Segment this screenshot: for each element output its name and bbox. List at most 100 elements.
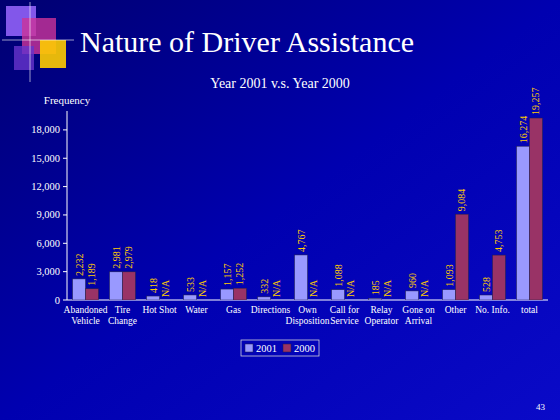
page-number: 43 bbox=[536, 402, 546, 412]
x-tick-label-line: total bbox=[521, 305, 538, 315]
x-tick-label-line: No. Info. bbox=[475, 305, 510, 315]
data-label: N/A bbox=[308, 279, 319, 297]
axes: 03,0006,0009,00012,00015,00018,000 bbox=[31, 111, 548, 306]
data-label: N/A bbox=[345, 279, 356, 297]
y-tick bbox=[63, 129, 67, 130]
bar bbox=[295, 255, 308, 300]
y-tick bbox=[63, 300, 67, 301]
x-tick-label-line: Relay bbox=[370, 305, 392, 315]
y-tick bbox=[63, 214, 67, 215]
bar bbox=[456, 214, 469, 300]
bar bbox=[517, 146, 530, 300]
data-label: 960 bbox=[407, 273, 418, 288]
bar bbox=[147, 296, 160, 300]
data-label: 19,257 bbox=[530, 88, 541, 116]
x-tick-label-line: Service bbox=[330, 316, 359, 326]
data-label: N/A bbox=[382, 279, 393, 297]
y-tick bbox=[63, 271, 67, 272]
legend-label: 2000 bbox=[294, 343, 315, 354]
x-tick-label: AbandonedVehicle bbox=[64, 305, 108, 326]
background bbox=[0, 0, 560, 420]
bar bbox=[493, 255, 506, 300]
y-tick bbox=[63, 158, 67, 159]
data-label: 1,252 bbox=[234, 263, 245, 286]
x-tick-label-line: Gone on bbox=[402, 305, 435, 315]
y-axis-line bbox=[67, 111, 68, 300]
bar bbox=[406, 291, 419, 300]
x-tick-label-line: Change bbox=[108, 316, 137, 326]
y-tick bbox=[63, 186, 67, 187]
y-tick-label: 6,000 bbox=[36, 238, 60, 249]
deco-line bbox=[2, 40, 74, 41]
x-tick-label: TireChange bbox=[108, 305, 137, 326]
chart-title: Year 2001 v.s. Year 2000 bbox=[210, 76, 350, 91]
data-label: 418 bbox=[148, 278, 159, 293]
data-label: N/A bbox=[271, 279, 282, 297]
slide-title: Nature of Driver Assistance bbox=[80, 25, 414, 58]
x-tick-label-line: Gas bbox=[226, 305, 241, 315]
legend-frame bbox=[241, 340, 319, 356]
bar bbox=[221, 289, 234, 300]
x-tick-label-line: Arrival bbox=[405, 316, 433, 326]
x-tick-label: Hot Shot bbox=[142, 305, 176, 315]
bar bbox=[258, 297, 271, 300]
x-tick-label-line: Call for bbox=[330, 305, 360, 315]
data-label: 1,093 bbox=[444, 264, 455, 287]
data-label: N/A bbox=[419, 279, 430, 297]
data-label: 1,189 bbox=[86, 263, 97, 286]
data-label: 528 bbox=[481, 277, 492, 292]
decoration bbox=[2, 2, 74, 82]
x-tick-label: OwnDisposition bbox=[286, 305, 330, 326]
x-tick-label: Call forService bbox=[330, 305, 360, 326]
data-label: 4,767 bbox=[296, 229, 307, 252]
y-axis-title: Frequency bbox=[44, 94, 91, 106]
legend-label: 2001 bbox=[256, 343, 277, 354]
y-tick bbox=[63, 243, 67, 244]
x-tick-label-line: Own bbox=[298, 305, 317, 315]
x-tick-label: RelayOperator bbox=[365, 305, 400, 326]
deco-square bbox=[40, 40, 66, 68]
bar bbox=[369, 298, 382, 300]
data-label: 185 bbox=[370, 280, 381, 295]
y-tick-label: 12,000 bbox=[31, 181, 60, 192]
y-tick-label: 0 bbox=[55, 295, 60, 306]
bars bbox=[73, 118, 543, 300]
bar bbox=[480, 295, 493, 300]
data-label: 1,157 bbox=[222, 264, 233, 287]
bar bbox=[530, 118, 543, 300]
data-label: 16,274 bbox=[518, 116, 529, 144]
y-tick-label: 18,000 bbox=[31, 124, 60, 135]
deco-square bbox=[14, 46, 34, 70]
x-tick-label-line: Hot Shot bbox=[142, 305, 176, 315]
data-label: N/A bbox=[197, 279, 208, 297]
x-tick-label-line: Abandoned bbox=[64, 305, 108, 315]
y-tick-label: 3,000 bbox=[36, 266, 60, 277]
bar bbox=[443, 290, 456, 300]
bar bbox=[184, 295, 197, 300]
bar bbox=[234, 288, 247, 300]
legend-swatch bbox=[283, 344, 291, 352]
data-label: 1,088 bbox=[333, 264, 344, 287]
x-tick-label: Water bbox=[185, 305, 208, 315]
legend: 2001 2000 bbox=[241, 340, 319, 356]
data-label: 2,232 bbox=[74, 253, 85, 276]
bar bbox=[332, 290, 345, 300]
data-label: 533 bbox=[185, 277, 196, 292]
deco-line bbox=[30, 2, 31, 82]
bar bbox=[110, 272, 123, 300]
bar bbox=[123, 272, 136, 300]
x-tick-label: Gone onArrival bbox=[402, 305, 435, 326]
y-tick-label: 9,000 bbox=[36, 209, 60, 220]
bar bbox=[73, 279, 86, 300]
x-tick-label-line: Vehicle bbox=[71, 316, 100, 326]
x-tick-label: Directions bbox=[251, 305, 291, 315]
data-labels: 2,232 2,981 418 533 1,157 332 4,767 1,088 185 960… bbox=[74, 88, 542, 297]
data-label: 2,979 bbox=[123, 246, 134, 269]
x-tick-label-line: Operator bbox=[365, 316, 400, 326]
bar bbox=[86, 289, 99, 300]
x-tick-label: No. Info. bbox=[475, 305, 510, 315]
x-tick-label-line: Disposition bbox=[286, 316, 330, 326]
x-tick-label-line: Other bbox=[445, 305, 467, 315]
data-label: 2,981 bbox=[111, 246, 122, 269]
data-label: 332 bbox=[259, 279, 270, 294]
